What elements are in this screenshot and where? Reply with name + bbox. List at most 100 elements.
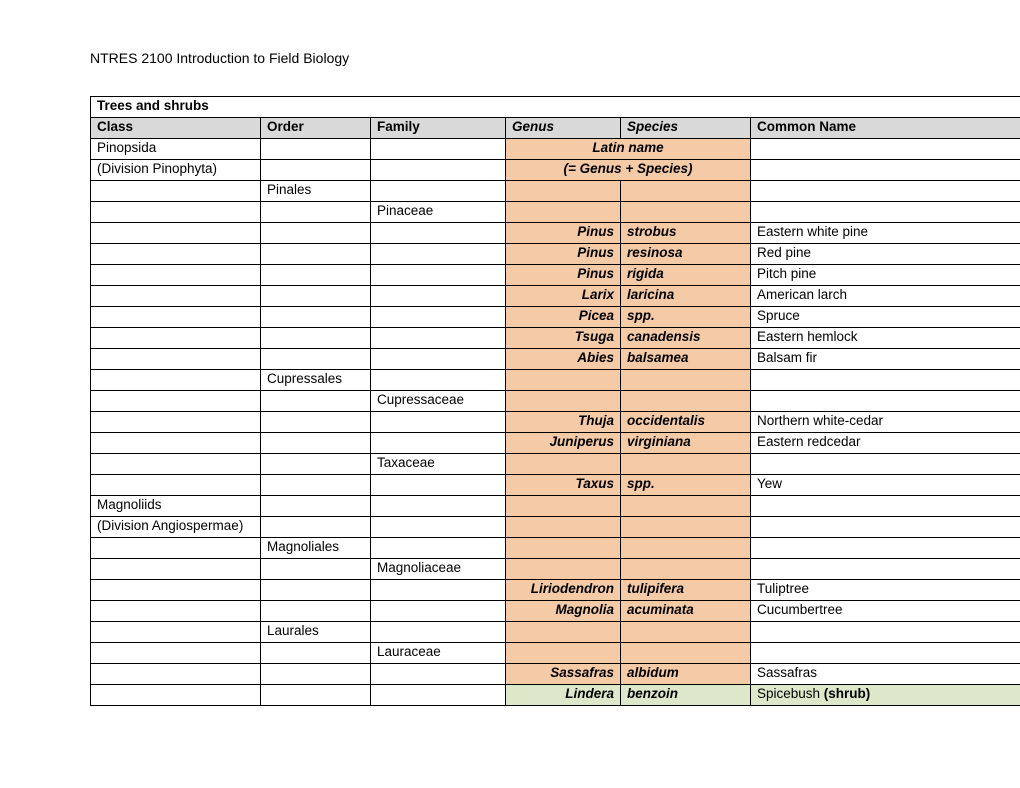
table-row: Magnoliids: [91, 496, 1020, 517]
family-cell: [371, 538, 506, 559]
table-row: TsugacanadensisEastern hemlock: [91, 328, 1020, 349]
common-cell: [751, 559, 1020, 580]
common-cell: [751, 391, 1020, 412]
species-cell: [621, 496, 751, 517]
table-row: Taxusspp.Yew: [91, 475, 1020, 496]
class-cell: [91, 433, 261, 454]
order-cell: [261, 685, 371, 706]
species-cell: spp.: [621, 475, 751, 496]
genus-cell: [506, 391, 621, 412]
class-cell: [91, 685, 261, 706]
order-cell: [261, 328, 371, 349]
latin-note: Latin name: [506, 139, 751, 160]
table-row: PinusstrobusEastern white pine: [91, 223, 1020, 244]
family-cell: Pinaceae: [371, 202, 506, 223]
order-cell: [261, 160, 371, 181]
order-cell: [261, 559, 371, 580]
class-cell: [91, 202, 261, 223]
order-cell: [261, 643, 371, 664]
table-row: PinusresinosaRed pine: [91, 244, 1020, 265]
col-common: Common Name: [751, 118, 1020, 139]
table-row: JuniperusvirginianaEastern redcedar: [91, 433, 1020, 454]
table-row: LarixlaricinaAmerican larch: [91, 286, 1020, 307]
class-cell: [91, 601, 261, 622]
order-cell: [261, 307, 371, 328]
common-cell: [751, 538, 1020, 559]
species-cell: [621, 391, 751, 412]
species-cell: [621, 517, 751, 538]
family-cell: [371, 328, 506, 349]
class-cell: [91, 538, 261, 559]
species-cell: [621, 202, 751, 223]
order-cell: [261, 139, 371, 160]
common-cell: Cucumbertree: [751, 601, 1020, 622]
class-cell: (Division Pinophyta): [91, 160, 261, 181]
species-cell: rigida: [621, 265, 751, 286]
species-cell: [621, 370, 751, 391]
genus-cell: Magnolia: [506, 601, 621, 622]
order-cell: [261, 349, 371, 370]
family-cell: [371, 244, 506, 265]
family-cell: Cupressaceae: [371, 391, 506, 412]
common-cell: Spruce: [751, 307, 1020, 328]
family-cell: [371, 265, 506, 286]
common-cell: Red pine: [751, 244, 1020, 265]
species-cell: tulipifera: [621, 580, 751, 601]
species-cell: acuminata: [621, 601, 751, 622]
genus-cell: [506, 538, 621, 559]
class-cell: [91, 181, 261, 202]
genus-cell: [506, 181, 621, 202]
col-class: Class: [91, 118, 261, 139]
class-cell: [91, 370, 261, 391]
section-title: Trees and shrubs: [91, 97, 1020, 118]
genus-cell: Juniperus: [506, 433, 621, 454]
species-cell: occidentalis: [621, 412, 751, 433]
genus-cell: Taxus: [506, 475, 621, 496]
family-cell: [371, 475, 506, 496]
genus-cell: [506, 643, 621, 664]
table-row: Cupressaceae: [91, 391, 1020, 412]
family-cell: Magnoliaceae: [371, 559, 506, 580]
column-header-row: ClassOrderFamilyGenusSpeciesCommon Name: [91, 118, 1020, 139]
common-cell: Northern white-cedar: [751, 412, 1020, 433]
family-cell: [371, 622, 506, 643]
taxonomy-table: Trees and shrubsClassOrderFamilyGenusSpe…: [90, 96, 1020, 706]
genus-cell: Picea: [506, 307, 621, 328]
common-cell: Spicebush (shrub): [751, 685, 1020, 706]
table-row: PinusrigidaPitch pine: [91, 265, 1020, 286]
col-family: Family: [371, 118, 506, 139]
species-cell: benzoin: [621, 685, 751, 706]
family-cell: [371, 370, 506, 391]
common-cell: [751, 496, 1020, 517]
table-row: Cupressales: [91, 370, 1020, 391]
genus-cell: Abies: [506, 349, 621, 370]
family-cell: [371, 286, 506, 307]
class-cell: [91, 664, 261, 685]
class-cell: [91, 643, 261, 664]
class-cell: [91, 328, 261, 349]
order-cell: [261, 433, 371, 454]
genus-cell: [506, 496, 621, 517]
species-cell: albidum: [621, 664, 751, 685]
table-row: Piceaspp.Spruce: [91, 307, 1020, 328]
family-cell: [371, 349, 506, 370]
table-row: Pinales: [91, 181, 1020, 202]
class-cell: [91, 622, 261, 643]
common-cell: Pitch pine: [751, 265, 1020, 286]
family-cell: [371, 307, 506, 328]
common-cell: Sassafras: [751, 664, 1020, 685]
family-cell: [371, 223, 506, 244]
genus-cell: Pinus: [506, 265, 621, 286]
species-cell: [621, 454, 751, 475]
order-cell: Laurales: [261, 622, 371, 643]
order-cell: [261, 601, 371, 622]
genus-cell: [506, 202, 621, 223]
col-genus: Genus: [506, 118, 621, 139]
class-cell: Magnoliids: [91, 496, 261, 517]
common-cell: [751, 202, 1020, 223]
class-cell: [91, 391, 261, 412]
family-cell: [371, 433, 506, 454]
table-row: SassafrasalbidumSassafras: [91, 664, 1020, 685]
family-cell: Taxaceae: [371, 454, 506, 475]
genus-cell: Lindera: [506, 685, 621, 706]
